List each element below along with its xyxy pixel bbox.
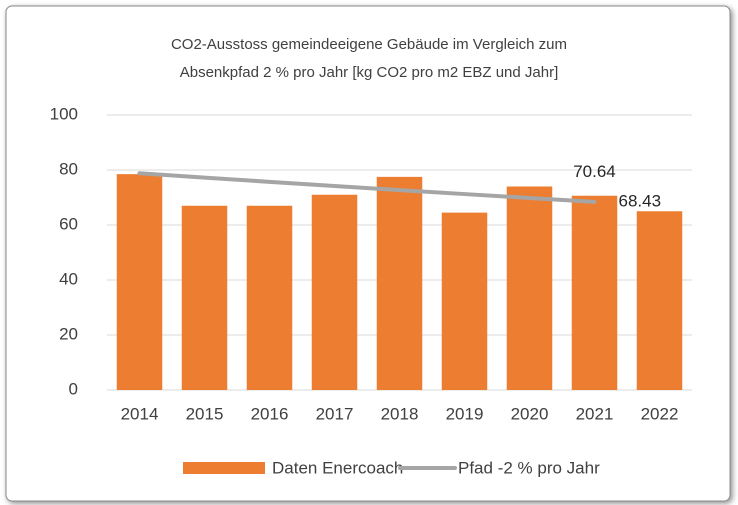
bar	[506, 186, 553, 390]
x-tick-label: 2018	[381, 404, 419, 423]
legend-label: Daten Enercoach	[272, 458, 403, 477]
x-tick-label: 2014	[121, 404, 159, 423]
y-tick-label: 100	[50, 104, 78, 123]
y-tick-label: 40	[59, 269, 78, 288]
data-label: 70.64	[573, 162, 616, 181]
x-tick-label: 2015	[186, 404, 224, 423]
bar	[311, 194, 358, 390]
data-label: 68.43	[619, 191, 662, 210]
chart-title: Absenkpfad 2 % pro Jahr [kg CO2 pro m2 E…	[180, 64, 559, 81]
x-tick-label: 2022	[641, 404, 679, 423]
x-tick-label: 2020	[511, 404, 549, 423]
bar	[116, 174, 163, 390]
x-tick-label: 2017	[316, 404, 354, 423]
bar	[181, 205, 228, 390]
bar	[571, 195, 618, 390]
legend-swatch	[183, 462, 265, 474]
y-tick-label: 20	[59, 324, 78, 343]
bar	[246, 205, 293, 390]
y-tick-label: 60	[59, 214, 78, 233]
bar	[376, 176, 423, 390]
bar	[636, 211, 683, 390]
y-tick-label: 80	[59, 159, 78, 178]
line	[137, 171, 597, 204]
y-tick-label: 0	[69, 379, 78, 398]
x-tick-label: 2019	[446, 404, 484, 423]
bar	[441, 212, 488, 390]
x-tick-label: 2021	[576, 404, 614, 423]
legend-label: Pfad -2 % pro Jahr	[458, 458, 600, 477]
x-tick-label: 2016	[251, 404, 289, 423]
chart-title: CO2-Ausstoss gemeindeeigene Gebäude im V…	[171, 36, 567, 53]
